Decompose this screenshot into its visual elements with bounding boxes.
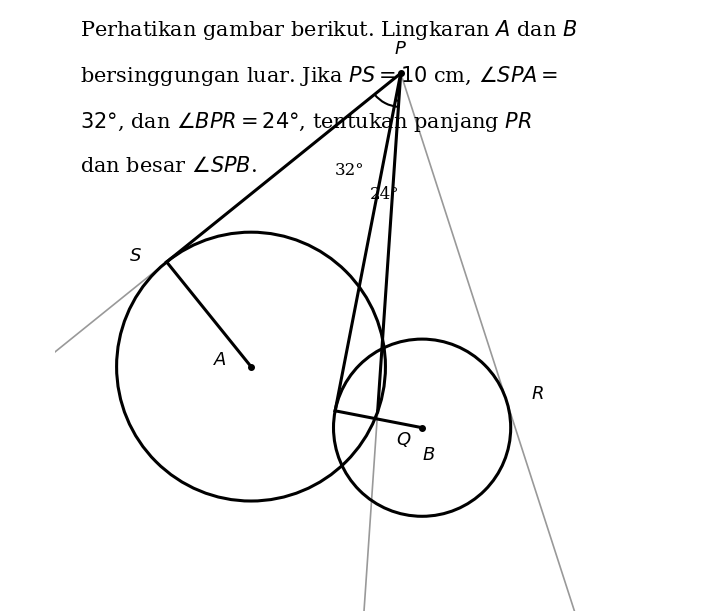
Text: 24°: 24° bbox=[370, 186, 400, 203]
Text: 32°: 32° bbox=[335, 163, 365, 180]
Text: $B$: $B$ bbox=[422, 446, 435, 464]
Text: $S$: $S$ bbox=[129, 247, 142, 265]
Text: $P$: $P$ bbox=[394, 40, 407, 58]
Text: $Q$: $Q$ bbox=[396, 430, 412, 449]
Text: $A$: $A$ bbox=[214, 351, 227, 370]
Text: Perhatikan gambar berikut. Lingkaran $A$ dan $B$: Perhatikan gambar berikut. Lingkaran $A$… bbox=[80, 18, 578, 42]
Text: $R$: $R$ bbox=[531, 386, 544, 403]
Text: $32°$, dan $\angle BPR = 24°$, tentukan panjang $PR$: $32°$, dan $\angle BPR = 24°$, tentukan … bbox=[80, 110, 532, 134]
Text: bersinggungan luar. Jika $PS = 10$ cm, $\angle SPA =$: bersinggungan luar. Jika $PS = 10$ cm, $… bbox=[80, 64, 558, 88]
Text: dan besar $\angle SPB$.: dan besar $\angle SPB$. bbox=[80, 156, 257, 176]
